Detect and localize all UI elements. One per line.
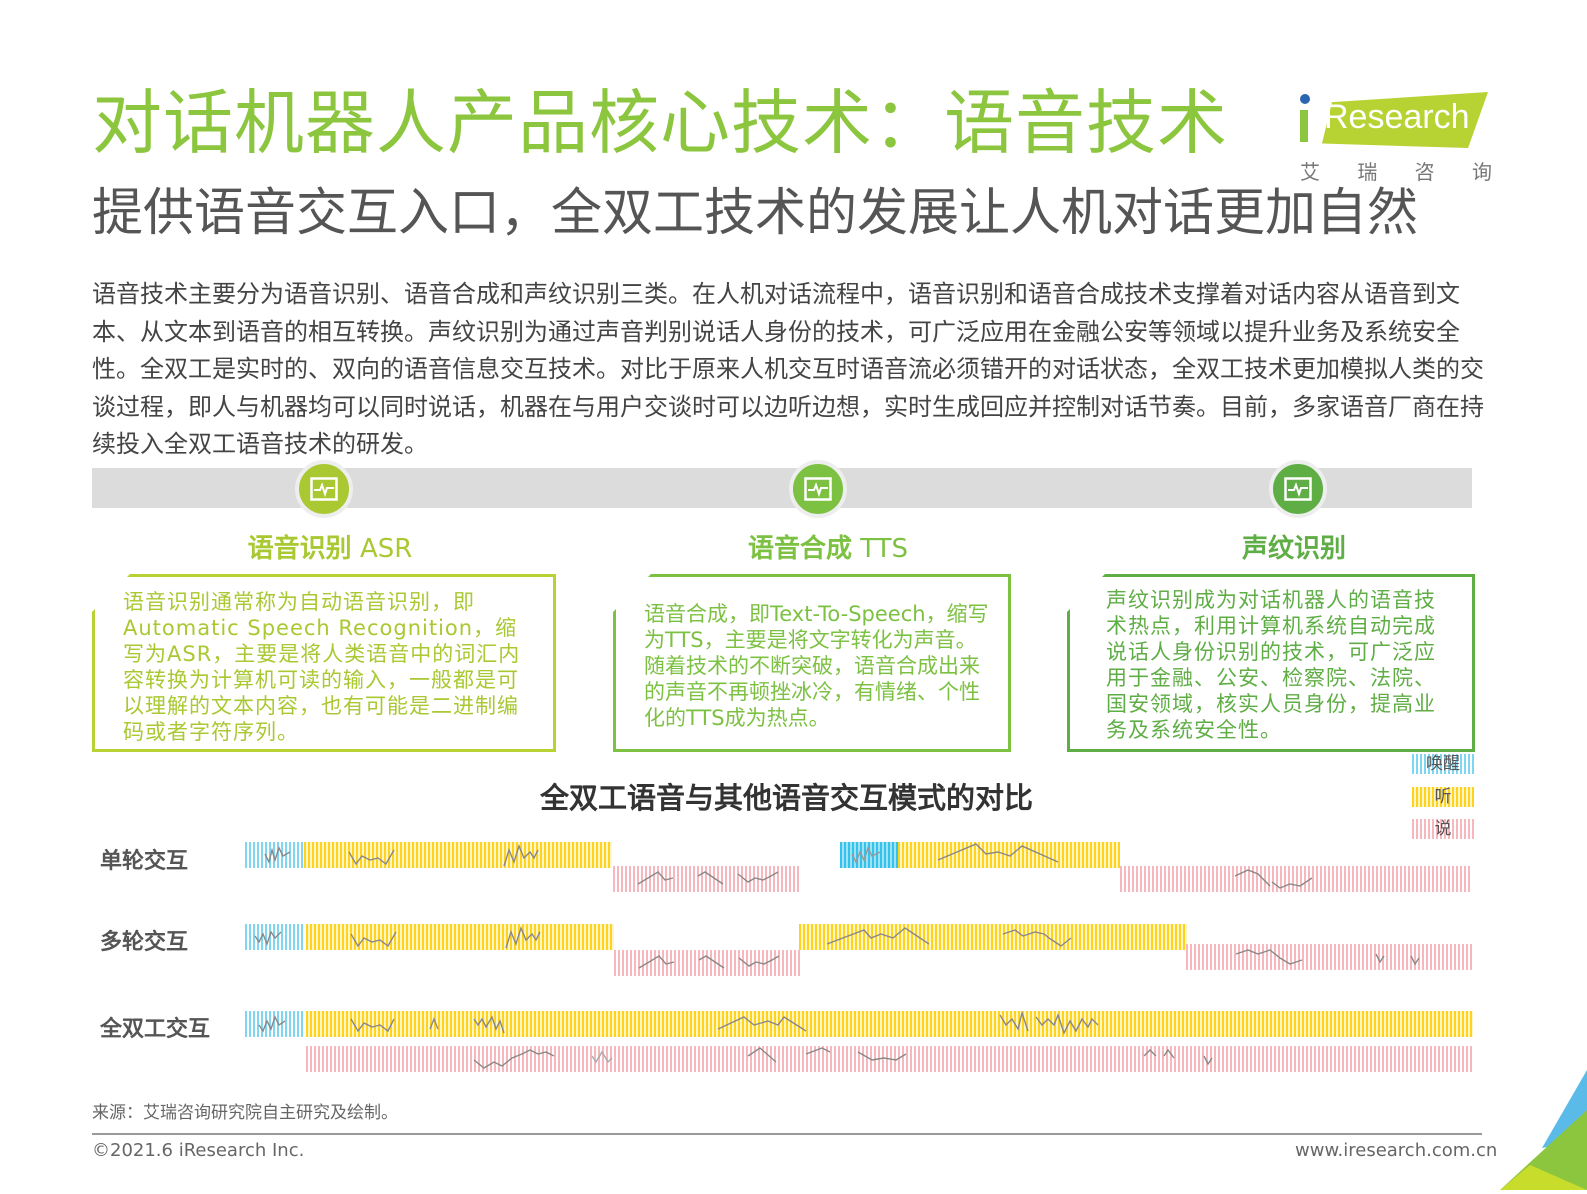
asr-title: 语音识别 ASR: [180, 528, 480, 565]
page-number: 9: [1525, 1132, 1542, 1162]
legend-listen-label: 听: [1434, 787, 1452, 807]
row-label-multi-turn: 多轮交互: [100, 930, 189, 955]
waveform-icon: [264, 846, 291, 865]
asr-icon-circle: [295, 460, 353, 518]
single-wake-segment-2: [840, 842, 898, 868]
logo-i-mark: [1300, 94, 1324, 146]
multi-speak-segment-2: [1186, 944, 1472, 970]
waveform-icon: [638, 955, 780, 969]
logo-brand-text: Research: [1324, 98, 1470, 136]
multi-listen-segment: [306, 924, 614, 950]
footer-divider: [92, 1133, 1482, 1135]
tts-title: 语音合成 TTS: [678, 528, 978, 565]
waveform-monitor-icon: [804, 477, 832, 501]
multi-wake-segment: [245, 924, 305, 950]
single-wake-segment: [245, 842, 303, 868]
website-link[interactable]: www.iresearch.com.cn: [1295, 1140, 1498, 1161]
waveform-icon: [254, 930, 282, 947]
voiceprint-description: 声纹识别成为对话机器人的语音技术热点，利用计算机系统自动完成说话人身份识别的技术…: [1106, 588, 1436, 742]
multi-listen-segment-2: [799, 924, 1187, 950]
legend-speak: 说: [1412, 819, 1474, 839]
voiceprint-card: 声纹识别成为对话机器人的语音技术热点，利用计算机系统自动完成说话人身份识别的技术…: [1067, 574, 1475, 752]
voiceprint-icon-circle: [1269, 460, 1327, 518]
voiceprint-title-bold: 声纹识别: [1241, 534, 1346, 564]
legend-wake: 唤醒: [1412, 754, 1474, 774]
multi-speak-segment: [614, 950, 800, 976]
row-label-single-turn: 单轮交互: [100, 849, 189, 874]
tts-description: 语音合成，即Text-To-Speech，缩写为TTS，主要是将文字转化为声音。…: [644, 602, 989, 730]
waveform-icon: [851, 846, 881, 864]
waveform-icon: [473, 1047, 1213, 1069]
waveform-icon: [1234, 869, 1313, 889]
waveform-icon: [1235, 949, 1420, 966]
single-speak-segment: [613, 866, 799, 892]
duplex-listen-segment: [306, 1011, 1473, 1037]
page-title: 对话机器人产品核心技术：语音技术: [92, 82, 1228, 164]
copyright: ©2021.6 iResearch Inc.: [92, 1140, 305, 1161]
logo-char: 咨: [1414, 160, 1435, 184]
waveform-monitor-icon: [1284, 477, 1312, 501]
waveform-icon: [258, 1015, 286, 1033]
page-subtitle: 提供语音交互入口，全双工技术的发展让人机对话更加自然: [92, 184, 1419, 243]
asr-title-light: ASR: [351, 534, 413, 564]
voiceprint-title: 声纹识别: [1144, 528, 1444, 565]
legend-wake-label: 唤醒: [1426, 754, 1460, 774]
logo-chinese: 艾 瑞 咨 询: [1300, 156, 1492, 185]
logo-char: 艾: [1300, 160, 1320, 184]
row-label-full-duplex: 全双工交互: [100, 1017, 211, 1042]
iresearch-logo: Research 艾 瑞 咨 询: [1300, 84, 1500, 184]
intro-paragraph: 语音技术主要分为语音识别、语音合成和声纹识别三类。在人机对话流程中，语音识别和语…: [92, 280, 1484, 458]
waveform-icon: [637, 871, 779, 885]
asr-description: 语音识别通常称为自动语音识别，即Automatic Speech Recogni…: [123, 590, 521, 744]
legend-listen: 听: [1412, 787, 1474, 807]
duplex-speak-segment: [306, 1046, 1473, 1072]
tts-card: 语音合成，即Text-To-Speech，缩写为TTS，主要是将文字转化为声音。…: [613, 574, 1011, 752]
legend-speak-label: 说: [1434, 819, 1452, 839]
tts-title-bold: 语音合成: [747, 534, 852, 564]
logo-char: 瑞: [1357, 160, 1378, 184]
asr-card: 语音识别通常称为自动语音识别，即Automatic Speech Recogni…: [92, 574, 556, 752]
single-listen-segment: [304, 842, 612, 868]
tts-title-light: TTS: [851, 534, 909, 564]
comparison-title: 全双工语音与其他语音交互模式的对比: [540, 781, 1034, 815]
waveform-icon: [826, 927, 1072, 947]
waveform-icon: [937, 843, 1059, 863]
asr-title-bold: 语音识别: [247, 534, 352, 564]
tts-icon-circle: [789, 460, 847, 518]
waveform-icon: [348, 843, 539, 867]
waveform-monitor-icon: [310, 477, 338, 501]
source-note: 来源：艾瑞咨询研究院自主研究及绘制。: [92, 1103, 398, 1123]
logo-char: 询: [1471, 160, 1492, 184]
single-speak-segment-2: [1120, 866, 1472, 892]
waveform-icon: [350, 1011, 1099, 1035]
duplex-wake-segment: [245, 1011, 305, 1037]
corner-triangles-icon: [1500, 1070, 1587, 1190]
single-listen-segment-2: [898, 842, 1120, 868]
page-corner-decoration: [1480, 1070, 1587, 1190]
logo-band: [1322, 92, 1488, 148]
waveform-icon: [350, 925, 541, 949]
